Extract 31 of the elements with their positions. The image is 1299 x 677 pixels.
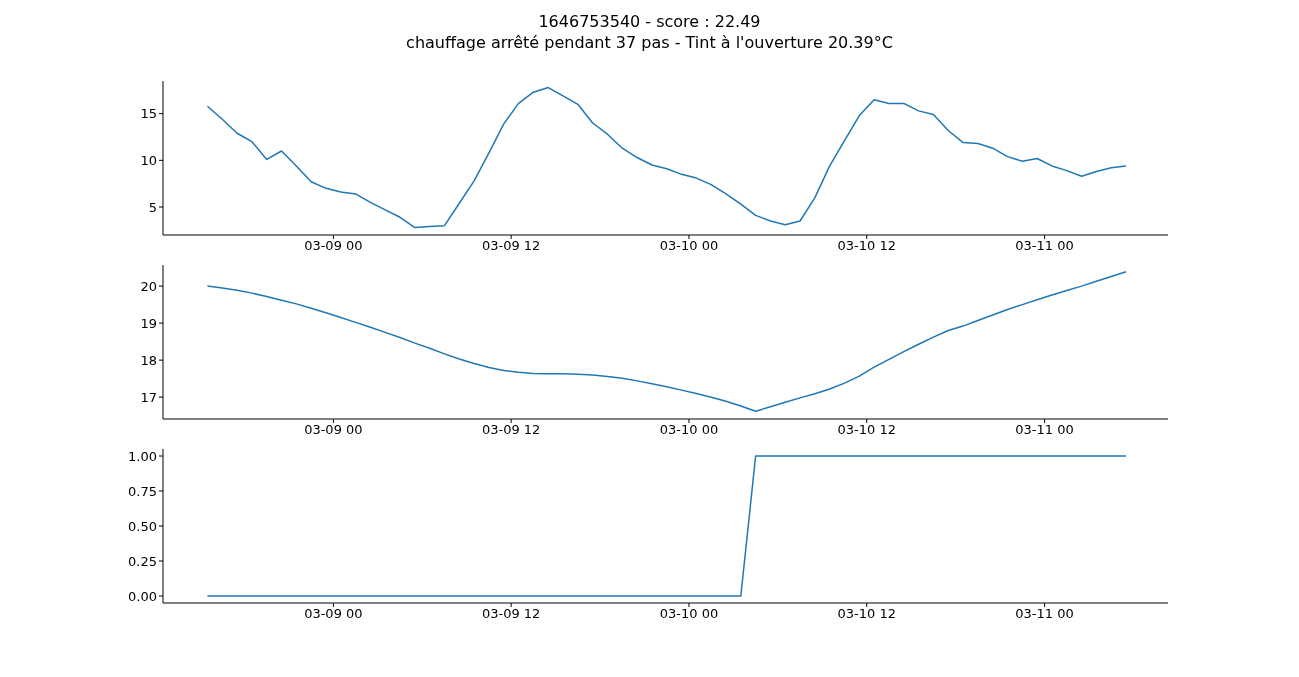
x-tick-label: 03-10 12 xyxy=(837,238,896,254)
y-tick-label: 19 xyxy=(140,315,157,331)
x-tick-label: 03-10 12 xyxy=(837,606,896,622)
x-tick-label: 03-11 00 xyxy=(1015,606,1074,622)
line-series xyxy=(206,270,1127,412)
y-tick-label: 1.00 xyxy=(128,448,157,464)
x-tick-label: 03-09 12 xyxy=(481,422,541,438)
x-tick-label: 03-10 00 xyxy=(659,238,719,254)
x-tick-label: 03-09 12 xyxy=(481,238,541,254)
x-tick-label: 03-10 00 xyxy=(659,606,719,622)
y-tick-label: 0.50 xyxy=(128,518,157,534)
chart-subtitle: chauffage arrêté pendant 37 pas - Tint à l'ouverture 20.39°C xyxy=(405,32,894,53)
y-tick-label: 20 xyxy=(140,278,157,294)
x-tick-label: 03-10 00 xyxy=(659,422,719,438)
y-tick-label: 0.75 xyxy=(128,483,157,499)
x-tick-label: 03-09 00 xyxy=(304,606,363,622)
x-tick-label: 03-11 00 xyxy=(1015,238,1074,254)
x-tick-label: 03-09 00 xyxy=(304,422,363,438)
y-tick-label: 0.00 xyxy=(128,588,157,604)
x-tick-label: 03-11 00 xyxy=(1015,422,1074,438)
line-series xyxy=(206,86,1127,229)
y-tick-label: 0.25 xyxy=(128,553,157,569)
y-tick-label: 15 xyxy=(140,106,157,122)
y-tick-label: 17 xyxy=(140,389,157,405)
x-tick-label: 03-09 00 xyxy=(304,238,363,254)
x-tick-label: 03-09 12 xyxy=(481,606,541,622)
y-tick-label: 18 xyxy=(140,352,157,368)
chart-title: 1646753540 - score : 22.49 xyxy=(537,11,762,32)
x-tick-label: 03-10 12 xyxy=(837,422,896,438)
y-tick-label: 5 xyxy=(148,199,157,215)
y-tick-label: 10 xyxy=(140,152,157,168)
